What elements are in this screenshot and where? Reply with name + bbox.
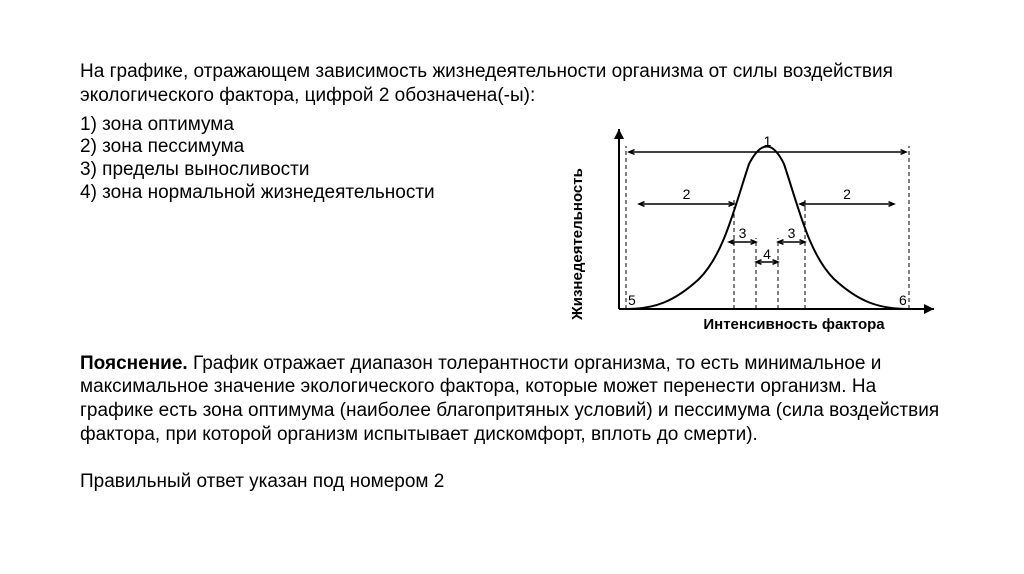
explanation-block: Пояснение. График отражает диапазон толе… [80, 352, 944, 447]
chart-svg: Жизнедеятельность Интенсивность фактора 1 2… [564, 114, 944, 334]
svg-text:1: 1 [764, 133, 772, 149]
svg-text:2: 2 [843, 186, 851, 202]
svg-text:3: 3 [739, 225, 747, 241]
svg-text:Интенсивность фактора: Интенсивность фактора [703, 316, 885, 333]
svg-text:4: 4 [763, 246, 771, 262]
option-1: 1) зона оптимума [80, 114, 554, 137]
svg-text:6: 6 [899, 292, 907, 308]
explanation-text: График отражает диапазон толерантности о… [80, 353, 939, 445]
option-4: 4) зона нормальной жизнедеятельности [80, 182, 554, 205]
option-3: 3) пределы выносливости [80, 159, 554, 182]
explanation-label: Пояснение. [80, 353, 188, 374]
svg-text:3: 3 [788, 225, 796, 241]
answer-options: 1) зона оптимума 2) зона пессимума 3) пр… [80, 114, 564, 205]
correct-answer: Правильный ответ указан под номером 2 [80, 471, 944, 493]
tolerance-chart: Жизнедеятельность Интенсивность фактора 1 2… [564, 114, 944, 334]
option-2: 2) зона пессимума [80, 136, 554, 159]
content-row: 1) зона оптимума 2) зона пессимума 3) пр… [80, 114, 944, 334]
svg-text:2: 2 [683, 186, 691, 202]
svg-text:5: 5 [628, 292, 636, 308]
question-text: На графике, отражающем зависимость жизне… [80, 60, 944, 108]
svg-text:Жизнедеятельность: Жизнедеятельность [569, 168, 586, 321]
